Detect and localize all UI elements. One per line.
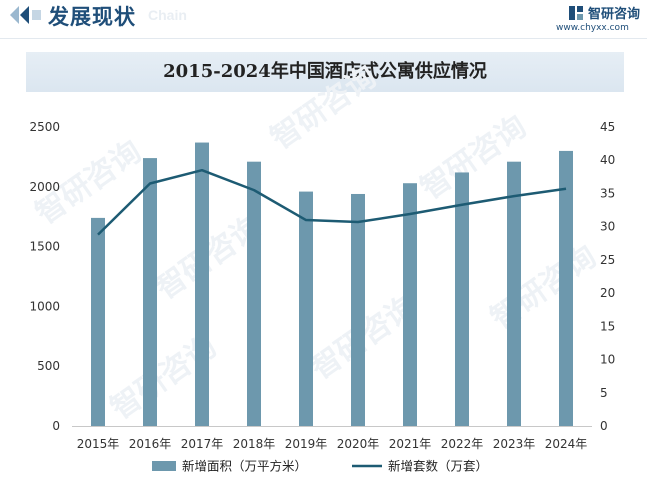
left-axis-tick-label: 500 (37, 359, 60, 373)
line-series-new-units (97, 168, 567, 236)
bar-2016年 (143, 158, 157, 426)
right-axis-tick-label: 20 (600, 286, 615, 300)
legend-line-label: 新增套数（万套） (388, 459, 488, 474)
bar-2019年 (299, 191, 313, 426)
bar-2017年 (195, 142, 209, 426)
x-axis-tick-label: 2022年 (441, 437, 484, 451)
brand-logo-icon (569, 6, 583, 20)
x-axis-tick-label: 2017年 (181, 437, 224, 451)
right-axis-tick-label: 25 (600, 253, 615, 267)
left-axis-tick-label: 1500 (29, 240, 60, 254)
legend-bar-swatch (152, 461, 176, 471)
section-label: 发展现状 (48, 5, 136, 29)
header-icon (10, 6, 41, 24)
x-axis-tick-label: 2024年 (545, 437, 588, 451)
brand-name: 智研咨询 (588, 7, 641, 22)
bar-2023年 (507, 161, 521, 426)
x-axis-tick-label: 2018年 (233, 437, 276, 451)
legend-bar-label: 新增面积（万平方米） (182, 459, 307, 474)
header-watermark-text: Chain (148, 7, 187, 23)
right-axis-tick-label: 5 (600, 386, 608, 400)
watermark-text: 智研咨询 (485, 239, 603, 336)
x-axis-tick-label: 2016年 (129, 437, 172, 451)
left-axis-tick-label: 2500 (29, 120, 60, 134)
right-axis-tick-label: 10 (600, 353, 615, 367)
x-axis-tick-label: 2023年 (493, 437, 536, 451)
brand-url: www.chyxx.com (556, 23, 629, 33)
bar-2015年 (91, 217, 105, 426)
x-axis-tick-label: 2015年 (77, 437, 120, 451)
header-divider (0, 38, 647, 39)
bar-2022年 (455, 172, 469, 426)
bar-2020年 (351, 193, 365, 426)
right-axis-tick-label: 30 (600, 220, 615, 234)
right-axis-tick-label: 35 (600, 186, 615, 200)
header-bar: 发展现状 Chain 智研咨询 www.chyxx.com (0, 0, 647, 39)
x-axis-tick-label: 2021年 (389, 437, 432, 451)
right-axis-tick-label: 40 (600, 153, 615, 167)
right-axis-tick-label: 45 (600, 120, 615, 134)
bar-2024年 (559, 150, 573, 427)
right-axis-tick-label: 15 (600, 319, 615, 333)
bar-2021年 (403, 183, 417, 426)
chart-title-panel: 2015-2024年中国酒店式公寓供应情况 (26, 52, 624, 92)
x-axis-tick-label: 2019年 (285, 437, 328, 451)
bar-2018年 (247, 161, 261, 426)
x-axis-tick-label: 2020年 (337, 437, 380, 451)
chart-title: 2015-2024年中国酒店式公寓供应情况 (163, 61, 487, 82)
left-axis-tick-label: 2000 (29, 180, 60, 194)
left-axis-tick-label: 0 (52, 419, 60, 433)
left-axis-tick-label: 1000 (29, 299, 60, 313)
watermark-text: 智研咨询 (265, 59, 383, 156)
right-axis-tick-label: 0 (600, 419, 608, 433)
